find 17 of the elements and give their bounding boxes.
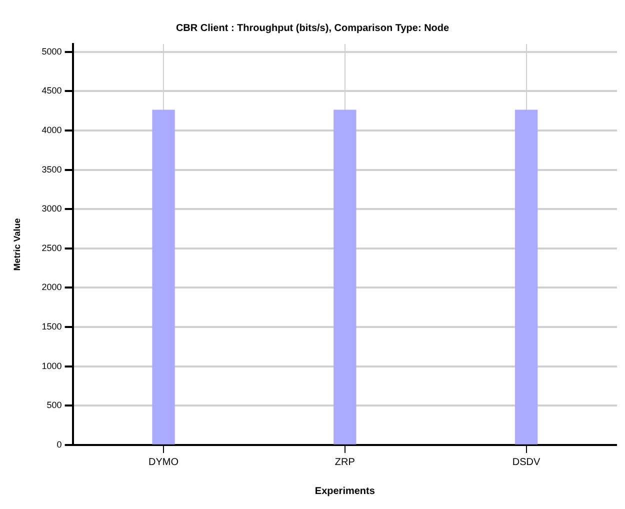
x-tick-label: DYMO	[148, 456, 179, 468]
y-tick-label: 1000	[42, 360, 62, 371]
y-axis-title: Metric Value	[12, 218, 22, 271]
y-tick-label: 4500	[42, 86, 62, 96]
y-tick-label: 4000	[42, 124, 62, 135]
y-tick-label: 5000	[42, 46, 62, 56]
x-axis-title: Experiments	[314, 486, 376, 497]
x-tick-label: DSDV	[512, 456, 541, 468]
y-tick-label: 2500	[42, 242, 62, 253]
y-tick-label: 1500	[42, 322, 62, 332]
y-tick-label: 2000	[42, 282, 62, 292]
y-tick-label: 0	[56, 439, 62, 450]
x-tick-label: ZRP	[334, 456, 356, 468]
y-tick-label: 3500	[42, 164, 62, 174]
y-tick-label: 500	[46, 400, 62, 410]
chart-title: CBR Client : Throughput (bits/s), Comparison Type: Node	[176, 22, 450, 34]
y-tick-label: 3000	[42, 204, 62, 214]
